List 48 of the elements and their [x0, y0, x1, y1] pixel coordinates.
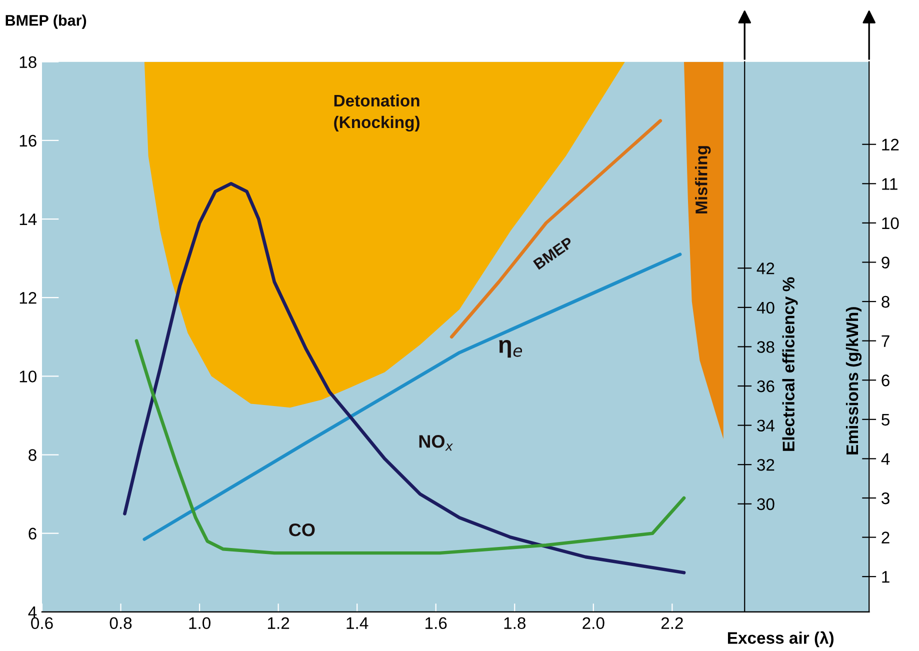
x-tick-label: 1.2	[268, 617, 290, 629]
y-axis-title: BMEP (bar)	[6, 14, 86, 29]
y3-tick-label: 12	[882, 138, 899, 150]
y-tick-label: 8	[28, 449, 36, 461]
y2-tick-label: 36	[757, 380, 774, 392]
series-label: CO	[289, 523, 315, 536]
x-tick-label: 1.6	[426, 617, 447, 630]
y2-tick-label: 34	[757, 420, 774, 432]
y-tick-label: 12	[20, 292, 36, 304]
y-tick-label: 6	[28, 528, 36, 540]
y2-tick-label: 30	[757, 498, 774, 510]
y3-tick-label: 11	[882, 178, 898, 190]
line-series	[123, 182, 686, 574]
series-label: η$_{e}$	[499, 340, 522, 358]
y3-tick-label: 4	[881, 453, 890, 465]
y3-tick-label: 10	[882, 217, 899, 230]
x-axis-title: Excess air (λ)	[728, 631, 834, 648]
y-tick-label: 14	[20, 214, 37, 226]
y3-tick-label: 8	[882, 296, 890, 308]
y-tick-label: 10	[20, 370, 36, 382]
y3-tick-label: 5	[882, 414, 890, 426]
y2-tick-label: 32	[757, 458, 774, 471]
x-tick-label: 2.0	[582, 617, 604, 630]
x-tick-label: 1.8	[504, 617, 526, 630]
series-label: Detonation (Knocking)	[334, 94, 420, 132]
x-tick-label: 0.8	[110, 617, 132, 630]
y3-tick-label: 2	[882, 532, 890, 544]
y-tick-label: 16	[20, 134, 36, 147]
y3-tick-label: 7	[882, 335, 890, 347]
y-tick-label: 4	[28, 606, 37, 618]
y2-tick-label: 40	[756, 302, 774, 314]
y-tick-label: 18	[20, 56, 36, 68]
y3-tick-label: 1	[882, 571, 890, 583]
y2-axis-title: Electrical efficiency %	[782, 277, 798, 451]
y2-tick-label: 38	[757, 341, 774, 353]
y3-tick-label: 9	[882, 256, 890, 268]
y3-axis-title: Emissions (g/kWh)	[846, 307, 862, 454]
x-tick-label: 0.6	[31, 617, 53, 630]
series-label: Misfiring	[695, 146, 711, 214]
line-series	[134, 339, 686, 555]
y3-tick-label: 6	[882, 374, 890, 386]
y3-tick-label: 3	[882, 492, 890, 504]
x-tick-label: 1.0	[189, 617, 210, 630]
x-tick-label: 1.4	[346, 617, 368, 629]
x-tick-label: 2.2	[661, 617, 683, 629]
y2-tick-label: 42	[756, 262, 774, 274]
series-label: NO$_{x}$	[419, 435, 453, 451]
line-series	[450, 119, 662, 339]
